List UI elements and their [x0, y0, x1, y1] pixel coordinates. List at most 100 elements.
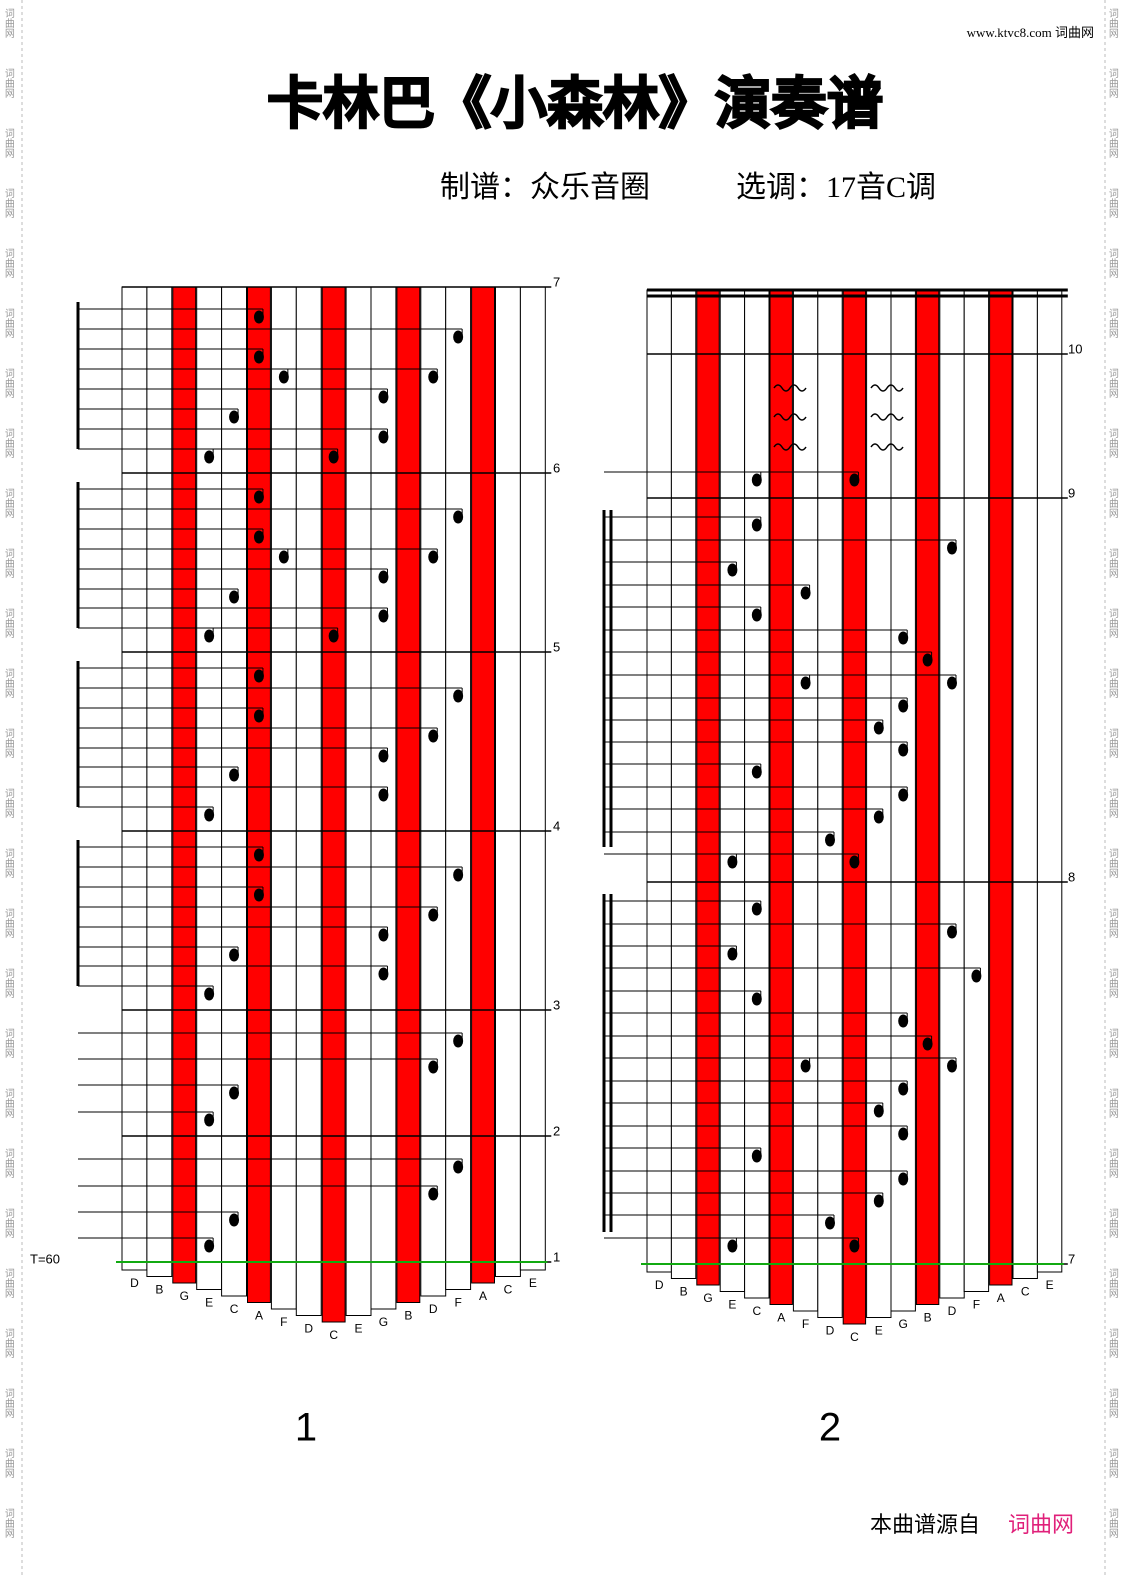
key [792, 289, 819, 1312]
key-label: G [703, 1291, 712, 1305]
note [751, 518, 762, 532]
watermark: 词曲网 [1106, 848, 1118, 879]
tremolo [773, 443, 807, 451]
note [849, 855, 860, 869]
key-label: G [899, 1317, 908, 1331]
note [204, 629, 215, 643]
key-label: D [826, 1324, 835, 1338]
key-label: D [429, 1302, 438, 1316]
note [800, 1059, 811, 1073]
note [922, 1037, 933, 1051]
key-label: A [777, 1311, 785, 1325]
key-label: B [680, 1285, 688, 1299]
key-label: E [355, 1322, 363, 1336]
site-link: www.ktvc8.com 词曲网 [967, 25, 1094, 40]
key-label: D [948, 1304, 957, 1318]
watermark: 词曲网 [1106, 368, 1118, 399]
tremolo [773, 413, 807, 421]
note [873, 721, 884, 735]
note [204, 450, 215, 464]
key-label: G [180, 1289, 189, 1303]
measure-number: 9 [1068, 485, 1075, 500]
arranger: 制谱：众乐音圈 [440, 171, 650, 204]
watermark: 词曲网 [2, 1508, 14, 1539]
key-label: A [479, 1289, 487, 1303]
note [849, 473, 860, 487]
watermark: 词曲网 [1106, 488, 1118, 519]
key [646, 289, 672, 1273]
tremolo [870, 384, 904, 392]
note [428, 550, 439, 564]
note [328, 450, 339, 464]
key [670, 289, 697, 1279]
measure-number: 6 [553, 460, 560, 475]
footer-source: 本曲谱源自 [870, 1512, 980, 1537]
note [204, 987, 215, 1001]
watermark: 词曲网 [1106, 908, 1118, 939]
watermark: 词曲网 [2, 188, 14, 219]
watermark: 词曲网 [2, 1148, 14, 1179]
note [428, 908, 439, 922]
watermark: 词曲网 [2, 908, 14, 939]
note [898, 1172, 909, 1186]
note [253, 490, 264, 504]
key-label: E [875, 1324, 883, 1338]
note [428, 729, 439, 743]
watermark: 词曲网 [2, 1028, 14, 1059]
red-key [471, 286, 496, 1284]
key-label: E [529, 1276, 537, 1290]
note [253, 530, 264, 544]
watermark: 词曲网 [2, 788, 14, 819]
note [253, 848, 264, 862]
note [751, 608, 762, 622]
measure-number: 2 [553, 1123, 560, 1138]
watermark: 词曲网 [1106, 308, 1118, 339]
note [751, 765, 762, 779]
note [947, 541, 957, 555]
key [270, 286, 297, 1310]
watermark: 词曲网 [1106, 68, 1118, 99]
note [378, 967, 389, 981]
key [744, 289, 770, 1299]
measure-number: 7 [1068, 1251, 1075, 1266]
red-key [172, 286, 197, 1284]
note [727, 947, 738, 961]
tempo: T=60 [30, 1251, 60, 1266]
key-label: C [504, 1283, 513, 1297]
measure-number: 7 [553, 274, 560, 289]
watermark: 词曲网 [1106, 548, 1118, 579]
key [420, 286, 447, 1297]
note [898, 788, 909, 802]
watermark: 词曲网 [2, 248, 14, 279]
watermark: 词曲网 [1106, 1448, 1118, 1479]
watermark: 词曲网 [2, 1448, 14, 1479]
key [519, 286, 546, 1271]
watermark: 词曲网 [1106, 1148, 1118, 1179]
note [727, 855, 738, 869]
tremolo [870, 443, 904, 451]
note [751, 473, 762, 487]
note [328, 629, 339, 643]
note [278, 370, 289, 384]
note [727, 563, 738, 577]
red-key [989, 289, 1013, 1286]
watermark: 词曲网 [2, 308, 14, 339]
key-label: D [655, 1278, 664, 1292]
key-label: C [850, 1330, 859, 1344]
key [121, 286, 148, 1271]
note [751, 992, 762, 1006]
red-key [247, 286, 271, 1303]
footer-site: 词曲网 [1008, 1512, 1074, 1537]
watermark: 词曲网 [2, 128, 14, 159]
red-key [321, 286, 346, 1323]
watermark: 词曲网 [1106, 428, 1118, 459]
note [453, 330, 464, 344]
key [445, 286, 472, 1290]
note [800, 676, 811, 690]
note [229, 1086, 240, 1100]
key [719, 289, 746, 1292]
key [221, 286, 248, 1297]
key-label: F [454, 1296, 461, 1310]
note [378, 430, 389, 444]
note [253, 888, 264, 902]
